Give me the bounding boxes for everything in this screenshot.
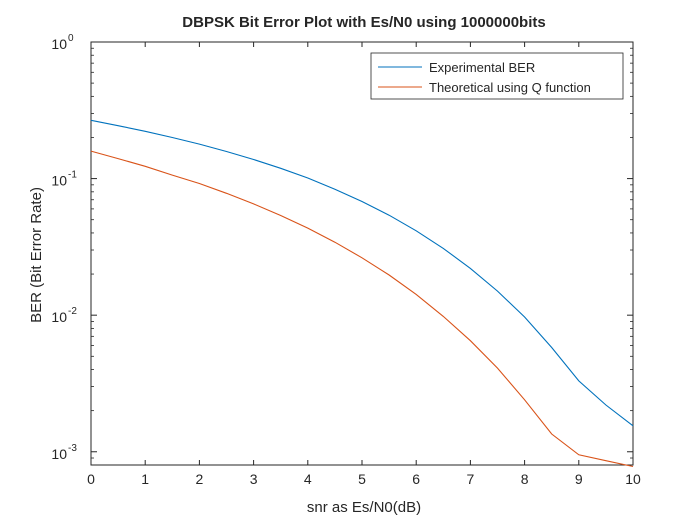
x-tick-label: 1 <box>141 471 149 487</box>
legend-box <box>370 52 624 100</box>
x-tick-label: 6 <box>412 471 420 487</box>
y-tick-label: 10 <box>51 36 67 52</box>
x-tick-label: 2 <box>196 471 204 487</box>
x-tick-label: 8 <box>521 471 529 487</box>
y-tick-label: 10 <box>51 173 67 189</box>
y-tick-exponent: -3 <box>68 443 77 454</box>
y-tick-exponent: -1 <box>68 170 77 181</box>
legend: Experimental BER Theoretical using Q fun… <box>370 52 624 100</box>
x-tick-label: 9 <box>575 471 583 487</box>
y-tick-label: 10 <box>51 446 67 462</box>
x-axis-label: snr as Es/N0(dB) <box>307 499 421 516</box>
series-line-1 <box>90 150 634 468</box>
x-tick-label: 10 <box>625 471 641 487</box>
y-tick-label: 10 <box>51 309 67 325</box>
legend-label-experimental: Experimental BER <box>429 60 535 75</box>
y-tick-exponent: 0 <box>68 33 74 44</box>
y-axis-label: BER (Bit Error Rate) <box>28 187 45 323</box>
plot-area <box>90 41 634 466</box>
series-line-0 <box>90 119 634 427</box>
chart-title: DBPSK Bit Error Plot with Es/N0 using 10… <box>182 14 545 31</box>
series-layer <box>90 119 634 468</box>
y-tick-exponent: -2 <box>68 306 77 317</box>
x-axis-ticks: 0 1 2 3 4 5 6 7 8 9 10 <box>87 42 641 487</box>
x-tick-label: 5 <box>358 471 366 487</box>
x-tick-label: 4 <box>304 471 312 487</box>
legend-label-theoretical: Theoretical using Q function <box>429 80 591 95</box>
x-tick-label: 7 <box>467 471 475 487</box>
x-tick-label: 0 <box>87 471 95 487</box>
x-tick-label: 3 <box>250 471 258 487</box>
